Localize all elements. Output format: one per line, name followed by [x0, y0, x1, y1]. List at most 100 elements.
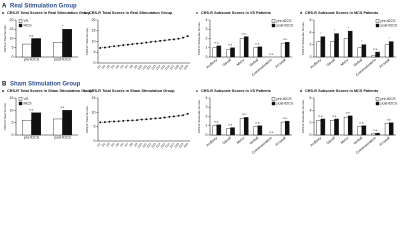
- bar: [375, 132, 380, 136]
- bar: [375, 51, 380, 58]
- bar: [239, 38, 245, 58]
- x-tick-label: Arousal: [275, 136, 287, 147]
- x-tick-label: D15: [160, 142, 167, 149]
- x-tick-label: Verbal: [353, 136, 364, 146]
- y-tick-label: 0: [12, 55, 14, 59]
- y-axis-label: CRS-R Total Scores: [3, 103, 7, 130]
- bar: [316, 119, 322, 136]
- legend-swatch: [375, 101, 380, 106]
- y-tick-label: 15: [10, 96, 14, 100]
- panel-letter: b: [84, 11, 87, 15]
- point: [168, 38, 171, 41]
- legend-label: pre-tDCS: [381, 97, 397, 101]
- y-tick-label: 5: [12, 46, 14, 50]
- x-tick-label: D4: [110, 64, 116, 70]
- significance-label: n.s.: [283, 116, 288, 120]
- point: [122, 44, 125, 47]
- legend-swatch: [375, 19, 380, 23]
- panel-letter: b: [84, 89, 87, 93]
- significance-label: n.s.: [346, 111, 351, 115]
- bar: [230, 127, 235, 136]
- point: [131, 119, 134, 122]
- x-tick-label: D1: [96, 142, 102, 148]
- bar: [253, 126, 259, 136]
- point: [99, 46, 102, 49]
- x-tick-label: D2: [101, 64, 107, 70]
- bar: [357, 47, 363, 58]
- x-tick-label: D3: [105, 142, 111, 148]
- point: [145, 41, 148, 44]
- x-tick-label: Motor: [340, 57, 350, 66]
- point: [172, 115, 175, 118]
- significance-label: *: [62, 24, 64, 28]
- point: [126, 43, 129, 46]
- bar: [334, 118, 339, 136]
- significance-label: *: [348, 26, 350, 30]
- x-tick-label: D6: [119, 142, 125, 148]
- x-tick-label: D16: [164, 142, 171, 149]
- x-tick-label: D18: [173, 64, 180, 71]
- x-tick-label: D3: [105, 64, 111, 70]
- bar: [212, 47, 218, 58]
- significance-label: n.s.: [318, 114, 323, 118]
- x-tick-label: D13: [150, 64, 157, 71]
- point: [136, 42, 139, 45]
- significance-label: *: [361, 39, 363, 43]
- legend-swatch: [271, 97, 276, 101]
- legend-swatch: [375, 23, 380, 28]
- point: [140, 118, 143, 121]
- bar: [388, 41, 394, 58]
- point: [113, 120, 116, 123]
- bar: [53, 118, 63, 136]
- x-tick-label: D12: [146, 142, 153, 149]
- point: [159, 39, 162, 42]
- x-tick-label: D9: [133, 142, 139, 148]
- y-tick-label: 6: [310, 18, 312, 22]
- figure: A Real Stimulation Group B Sham Stimulat…: [2, 4, 398, 155]
- point: [172, 38, 175, 41]
- point: [182, 36, 185, 39]
- bar: [384, 44, 390, 58]
- bar: [280, 42, 286, 58]
- point: [136, 119, 139, 122]
- x-tick-label: Arousal: [379, 136, 391, 147]
- significance-label: n.s.: [214, 41, 219, 45]
- bar: [226, 49, 231, 58]
- bar: [226, 128, 231, 136]
- x-tick-label: Auditory: [205, 58, 218, 70]
- significance-label: *: [334, 28, 336, 32]
- y-axis-label: CRS-R Subscale Scores: [301, 100, 305, 133]
- point: [149, 117, 152, 120]
- bar: [31, 38, 42, 58]
- section-letter: A: [2, 4, 7, 10]
- point: [122, 119, 125, 122]
- x-tick-label: D11: [141, 142, 148, 149]
- legend-swatch: [18, 23, 23, 28]
- x-tick-label: Visual: [326, 136, 336, 145]
- bar: [216, 45, 222, 58]
- chart-title: CRS-R Total Scores in Real Stimulation G…: [89, 11, 173, 15]
- significance-label: n.s.: [283, 37, 288, 41]
- legend-label: pre-tDCS: [381, 19, 397, 23]
- bar: [330, 41, 335, 58]
- x-tick-label: D4: [110, 142, 116, 148]
- x-tick-label: Arousal: [275, 58, 287, 69]
- legend-swatch: [271, 101, 276, 106]
- legend-swatch: [18, 101, 23, 106]
- bar: [284, 120, 290, 136]
- x-tick-label: D5: [115, 142, 121, 148]
- legend-label: pre-tDCS: [277, 19, 293, 23]
- significance-label: n.s.: [269, 52, 274, 56]
- x-tick-label: pre-tDCS: [24, 135, 40, 139]
- x-tick-label: pre-tDCS: [24, 57, 40, 61]
- y-tick-label: 10: [92, 110, 96, 114]
- significance-label: *: [389, 36, 391, 40]
- bar: [62, 110, 73, 136]
- x-tick-label: D5: [115, 64, 121, 70]
- panel-letter: a: [2, 89, 5, 93]
- x-tick-label: D20: [183, 142, 190, 149]
- legend-swatch: [18, 97, 23, 101]
- x-tick-label: Verbal: [249, 136, 260, 146]
- x-tick-label: D6: [119, 64, 125, 70]
- x-tick-label: D7: [124, 64, 130, 70]
